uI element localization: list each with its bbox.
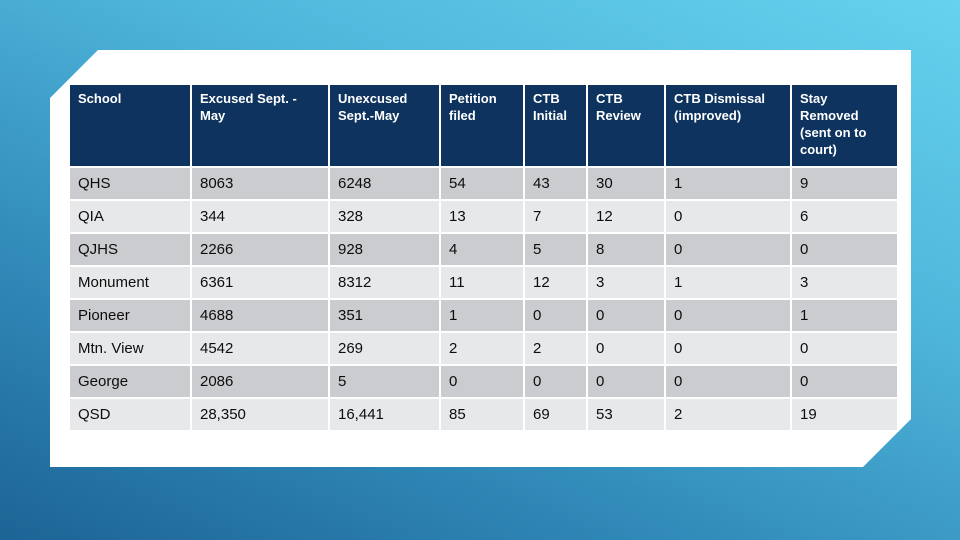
table-cell: 0 — [791, 365, 898, 398]
table-cell: 54 — [440, 167, 524, 200]
attendance-table: School Excused Sept. - May Unexcused Sep… — [68, 83, 899, 432]
table-cell: 0 — [665, 200, 791, 233]
table-cell: 8 — [587, 233, 665, 266]
table-cell: 928 — [329, 233, 440, 266]
table-row-pioneer: Pioneer 4688 351 1 0 0 0 1 — [69, 299, 898, 332]
table-row-mtn-view: Mtn. View 4542 269 2 2 0 0 0 — [69, 332, 898, 365]
table-cell: 4688 — [191, 299, 329, 332]
table-cell: 28,350 — [191, 398, 329, 431]
table-cell: 2086 — [191, 365, 329, 398]
table-cell: 43 — [524, 167, 587, 200]
table-cell: 2266 — [191, 233, 329, 266]
table-cell: 0 — [524, 365, 587, 398]
column-header-petition-filed: Petition filed — [440, 84, 524, 167]
row-label: Mtn. View — [69, 332, 191, 365]
content-panel: School Excused Sept. - May Unexcused Sep… — [50, 50, 911, 467]
table-cell: 30 — [587, 167, 665, 200]
table-cell: 19 — [791, 398, 898, 431]
table-cell: 2 — [524, 332, 587, 365]
table-cell: 344 — [191, 200, 329, 233]
table-cell: 0 — [791, 233, 898, 266]
column-header-ctb-dismissal: CTB Dismissal (improved) — [665, 84, 791, 167]
column-header-ctb-review: CTB Review — [587, 84, 665, 167]
table-cell: 4542 — [191, 332, 329, 365]
table-cell: 9 — [791, 167, 898, 200]
table-cell: 3 — [587, 266, 665, 299]
table-cell: 1 — [665, 167, 791, 200]
table-row-qsd: QSD 28,350 16,441 85 69 53 2 19 — [69, 398, 898, 431]
table-cell: 2 — [440, 332, 524, 365]
column-header-excused: Excused Sept. - May — [191, 84, 329, 167]
table-cell: 0 — [665, 233, 791, 266]
table-header: School Excused Sept. - May Unexcused Sep… — [69, 84, 898, 167]
table-cell: 0 — [665, 299, 791, 332]
table-row-qia: QIA 344 328 13 7 12 0 6 — [69, 200, 898, 233]
row-label: George — [69, 365, 191, 398]
table-cell: 1 — [665, 266, 791, 299]
table-cell: 0 — [587, 365, 665, 398]
table-cell: 1 — [440, 299, 524, 332]
table-cell: 0 — [524, 299, 587, 332]
table-cell: 0 — [791, 332, 898, 365]
table-cell: 0 — [440, 365, 524, 398]
table-cell: 328 — [329, 200, 440, 233]
table-cell: 85 — [440, 398, 524, 431]
table-cell: 53 — [587, 398, 665, 431]
table-cell: 6361 — [191, 266, 329, 299]
table-row-qjhs: QJHS 2266 928 4 5 8 0 0 — [69, 233, 898, 266]
table-cell: 69 — [524, 398, 587, 431]
table-cell: 0 — [587, 332, 665, 365]
table-cell: 5 — [524, 233, 587, 266]
table-cell: 7 — [524, 200, 587, 233]
table-cell: 12 — [587, 200, 665, 233]
row-label: Monument — [69, 266, 191, 299]
table-cell: 13 — [440, 200, 524, 233]
row-label: Pioneer — [69, 299, 191, 332]
table-cell: 4 — [440, 233, 524, 266]
column-header-stay-removed: Stay Removed (sent on to court) — [791, 84, 898, 167]
table-cell: 16,441 — [329, 398, 440, 431]
header-row: School Excused Sept. - May Unexcused Sep… — [69, 84, 898, 167]
table-row-qhs: QHS 8063 6248 54 43 30 1 9 — [69, 167, 898, 200]
table-cell: 12 — [524, 266, 587, 299]
column-header-unexcused: Unexcused Sept.-May — [329, 84, 440, 167]
row-label: QHS — [69, 167, 191, 200]
table-cell: 3 — [791, 266, 898, 299]
table-row-george: George 2086 5 0 0 0 0 0 — [69, 365, 898, 398]
row-label: QIA — [69, 200, 191, 233]
table-cell: 351 — [329, 299, 440, 332]
table-body: QHS 8063 6248 54 43 30 1 9 QIA 344 328 1… — [69, 167, 898, 431]
row-label: QJHS — [69, 233, 191, 266]
column-header-ctb-initial: CTB Initial — [524, 84, 587, 167]
table-row-monument: Monument 6361 8312 11 12 3 1 3 — [69, 266, 898, 299]
column-header-school: School — [69, 84, 191, 167]
table-cell: 5 — [329, 365, 440, 398]
table-cell: 8312 — [329, 266, 440, 299]
row-label: QSD — [69, 398, 191, 431]
table-cell: 0 — [665, 365, 791, 398]
table-cell: 6 — [791, 200, 898, 233]
table-cell: 0 — [587, 299, 665, 332]
table-cell: 2 — [665, 398, 791, 431]
table-cell: 1 — [791, 299, 898, 332]
table-cell: 11 — [440, 266, 524, 299]
table-cell: 0 — [665, 332, 791, 365]
table-cell: 8063 — [191, 167, 329, 200]
table-cell: 269 — [329, 332, 440, 365]
table-cell: 6248 — [329, 167, 440, 200]
